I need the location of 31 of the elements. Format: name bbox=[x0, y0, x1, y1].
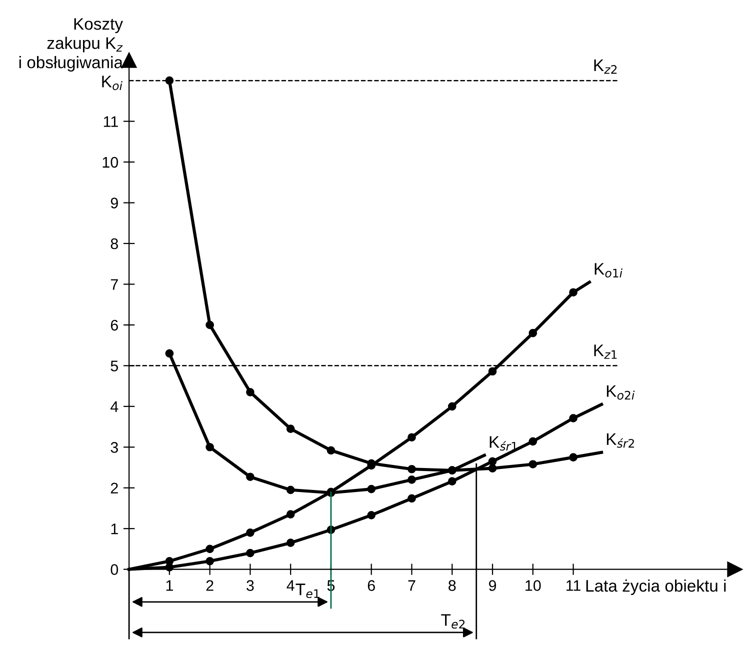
x-tick-label: 8 bbox=[448, 580, 456, 591]
x-tick-label: 11 bbox=[566, 580, 580, 591]
x-axis-title: Lata życia obiektu i bbox=[586, 580, 726, 596]
y-tick-label: 2 bbox=[110, 482, 118, 494]
series-label: K$_{o2i}$ bbox=[606, 385, 635, 400]
x-tick-label: 4 bbox=[286, 580, 294, 591]
x-tick-label: 2 bbox=[206, 580, 214, 591]
y-tick-label: 10 bbox=[102, 156, 118, 168]
y-tick-label: 0 bbox=[110, 564, 118, 576]
x-tick-label: 6 bbox=[368, 580, 375, 591]
x-tick-label: 3 bbox=[246, 580, 254, 591]
y-tick-label: 7 bbox=[110, 279, 118, 290]
y-tick-label: 6 bbox=[110, 320, 118, 331]
ref-line-label: T$_{e2}$ bbox=[441, 614, 465, 629]
series-label: K$_{śr2}$ bbox=[606, 433, 634, 448]
y-tick-label: 8 bbox=[110, 238, 118, 250]
y-tick-label: 11 bbox=[104, 116, 118, 127]
ref-line-label: K$_{z1}$ bbox=[594, 344, 617, 359]
y-tick-label: 3 bbox=[110, 442, 118, 453]
y-tick-label: 5 bbox=[110, 360, 118, 372]
x-tick-label: 7 bbox=[408, 580, 416, 591]
x-tick-label: 9 bbox=[488, 580, 496, 591]
x-tick-label: 1 bbox=[166, 580, 173, 591]
series-label: K$_{o1i}$ bbox=[594, 263, 622, 278]
x-tick-label: 10 bbox=[526, 580, 541, 591]
y-tick-label: 1 bbox=[111, 524, 118, 534]
y-tick-label: 4 bbox=[110, 401, 118, 412]
ref-line-label: T$_{e1}$ bbox=[296, 584, 320, 598]
y-axis-title: Koszty zakupu K$_{z}$ i obsługiwania K$_{oi}$ bbox=[19, 18, 124, 90]
ref-line-label: K$_{z2}$ bbox=[594, 60, 617, 74]
y-tick-label: 9 bbox=[110, 198, 118, 208]
